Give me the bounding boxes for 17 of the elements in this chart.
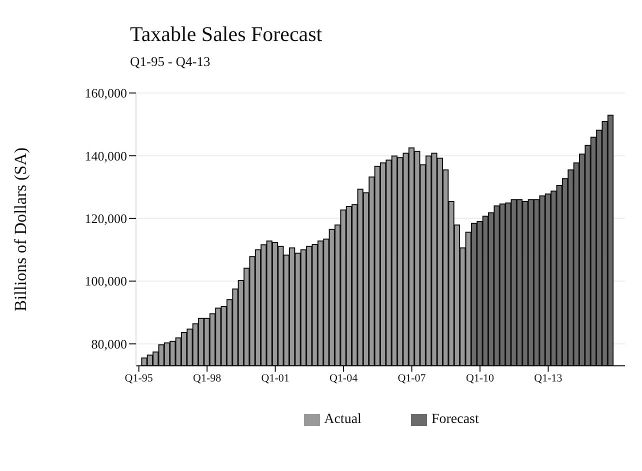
y-axis-title: Billions of Dollars (SA) [11,147,30,312]
legend-label: Actual [324,412,362,427]
x-tick-label: Q1-01 [261,372,290,385]
x-tick-label: Q1-04 [329,372,358,385]
chart-title: Taxable Sales Forecast [130,22,322,47]
y-tick-label: 120,000 [84,211,127,226]
y-tick-label: 160,000 [84,86,127,101]
y-tick-label: 80,000 [91,336,127,352]
x-tick-label: Q1-13 [534,372,563,385]
chart-subtitle: Q1-95 - Q4-13 [130,54,210,70]
x-tick-label: Q1-10 [466,372,495,385]
x-tick-label: Q1-95 [124,372,154,385]
x-tick-label: Q1-98 [193,372,222,385]
y-tick-label: 140,000 [84,148,127,164]
y-tick-label: 100,000 [84,274,127,289]
x-tick-label: Q1-07 [398,372,426,385]
legend-label: Forecast [431,412,479,427]
